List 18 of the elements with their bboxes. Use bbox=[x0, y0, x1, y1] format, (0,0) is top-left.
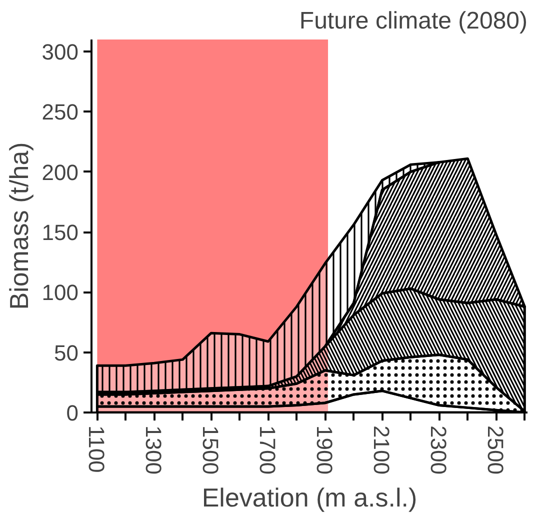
y-tick-label: 300 bbox=[42, 40, 79, 65]
x-tick-label: 2500 bbox=[483, 426, 508, 474]
y-tick-label: 100 bbox=[42, 280, 79, 306]
y-tick-label: 200 bbox=[42, 160, 79, 185]
y-tick-label: 150 bbox=[42, 220, 79, 246]
x-tick-label: 2100 bbox=[369, 426, 394, 474]
chart-title: Future climate (2080) bbox=[299, 8, 528, 34]
x-tick-label: 1100 bbox=[84, 426, 110, 473]
x-tick-label: 1700 bbox=[255, 426, 280, 474]
x-tick-label: 2300 bbox=[426, 426, 452, 474]
x-tick-label: 1500 bbox=[198, 426, 224, 474]
y-tick-label: 250 bbox=[42, 100, 79, 125]
x-tick-label: 1900 bbox=[312, 426, 338, 474]
x-axis-title: Elevation (m a.s.l.) bbox=[202, 482, 418, 512]
y-axis-title: Biomass (t/ha) bbox=[4, 142, 34, 310]
x-tick-label: 1300 bbox=[141, 426, 166, 474]
y-tick-label: 50 bbox=[54, 340, 79, 366]
y-tick-label: 0 bbox=[66, 400, 79, 426]
